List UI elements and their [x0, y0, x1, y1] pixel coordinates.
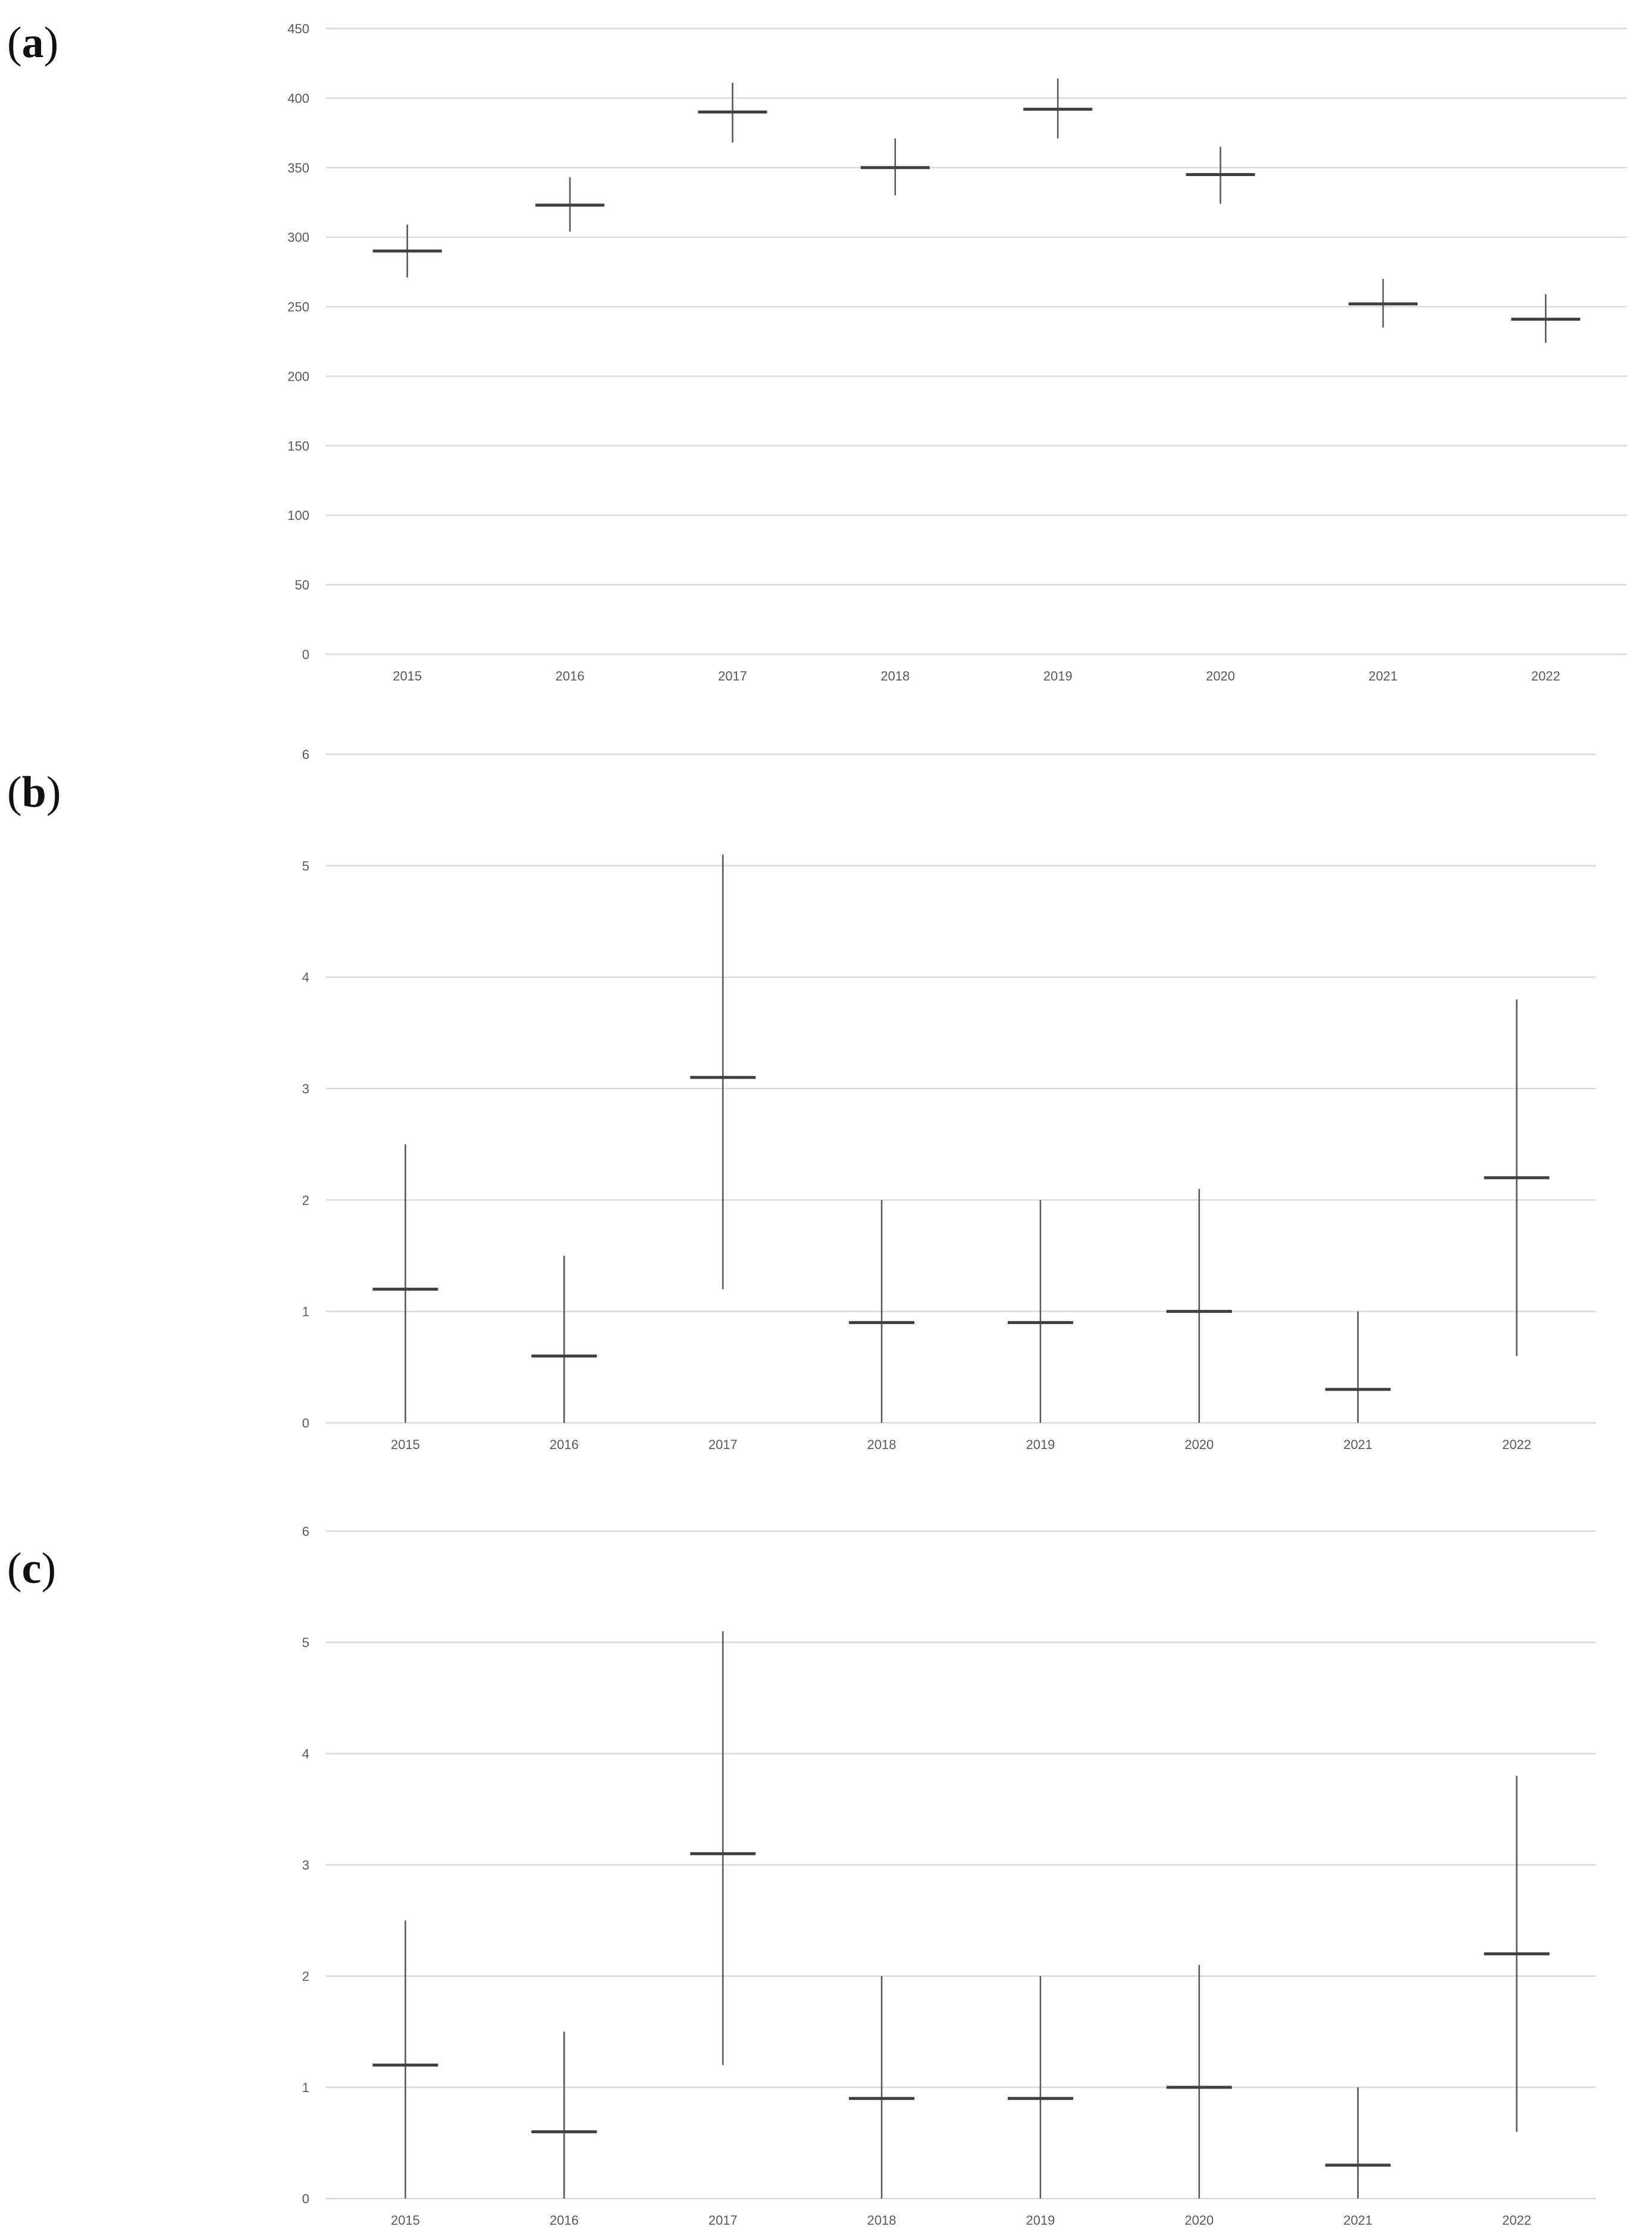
chart-b-y-tick-label: 3 [302, 1081, 309, 1096]
chart-b-x-tick-label: 2019 [1026, 1437, 1055, 1452]
panel-label-a-open: ( [7, 18, 22, 67]
chart-a-y-tick-label: 150 [287, 438, 309, 453]
chart-a-x-tick-label: 2017 [718, 669, 747, 683]
chart-c-x-tick-label: 2021 [1343, 2213, 1372, 2228]
chart-a-x-tick-label: 2020 [1206, 669, 1235, 683]
panel-label-c-letter: c [21, 1544, 42, 1593]
chart-b-x-tick-label: 2017 [709, 1437, 738, 1452]
chart-c-y-tick-label: 2 [302, 1969, 309, 1984]
chart-a-x-tick-label: 2015 [393, 669, 422, 683]
chart-b-y-tick-label: 6 [302, 747, 309, 762]
chart-b-x-tick-label: 2021 [1343, 1437, 1372, 1452]
chart-b-x-tick-label: 2020 [1184, 1437, 1214, 1452]
panel-label-b: (b) [7, 767, 61, 818]
chart-a-y-tick-label: 400 [287, 91, 309, 106]
chart-a-y-tick-label: 200 [287, 369, 309, 384]
chart-a-x-tick-label: 2021 [1368, 669, 1397, 683]
chart-a-y-tick-label: 50 [295, 578, 309, 592]
panel-label-a: (a) [7, 18, 58, 68]
chart-c-x-tick-label: 2015 [391, 2213, 420, 2228]
chart-a-y-tick-label: 450 [287, 21, 309, 36]
panel-label-c: (c) [7, 1544, 56, 1594]
chart-a-x-tick-label: 2019 [1043, 669, 1073, 683]
chart-c-y-tick-label: 1 [302, 2080, 309, 2095]
chart-c-x-tick-label: 2017 [709, 2213, 738, 2228]
chart-c-x-tick-label: 2022 [1502, 2213, 1531, 2228]
panel-label-a-letter: a [21, 18, 44, 67]
chart-b-y-tick-label: 4 [302, 970, 309, 985]
chart-a-y-tick-label: 350 [287, 161, 309, 175]
chart-a-x-tick-label: 2022 [1531, 669, 1560, 683]
panel-label-b-close: ) [46, 768, 61, 817]
chart-a-y-tick-label: 300 [287, 230, 309, 245]
chart-c-y-tick-label: 5 [302, 1635, 309, 1650]
panel-label-a-close: ) [43, 18, 59, 67]
chart-c-y-tick-label: 0 [302, 2191, 309, 2206]
chart-b-x-tick-label: 2022 [1502, 1437, 1531, 1452]
chart-b-y-tick-label: 2 [302, 1193, 309, 1208]
chart-c: 0 1 2 3 4 5 6 2015 2016 2017 2018 2019 2020 2021 2022 [302, 1524, 1596, 2228]
chart-c-x-tick-label: 2019 [1026, 2213, 1055, 2228]
chart-b-y-tick-label: 0 [302, 1416, 309, 1431]
chart-c-x-tick-label: 2016 [550, 2213, 579, 2228]
panel-label-c-open: ( [7, 1544, 22, 1593]
chart-a-y-tick-label: 250 [287, 300, 309, 315]
panel-label-b-letter: b [21, 768, 46, 817]
chart-c-y-tick-label: 4 [302, 1746, 309, 1761]
chart-c-x-tick-label: 2018 [867, 2213, 896, 2228]
chart-b-y-tick-label: 1 [302, 1304, 309, 1319]
chart-a: 0 50 100 150 200 250 300 350 400 450 2015 2016 2017 2… [287, 21, 1627, 683]
chart-b-x-tick-label: 2016 [550, 1437, 579, 1452]
chart-b-x-tick-label: 2015 [391, 1437, 420, 1452]
chart-b: 0 1 2 3 4 5 6 2015 2016 2017 2018 2019 2020 2021 2022 [302, 747, 1596, 1452]
chart-c-y-tick-label: 6 [302, 1524, 309, 1539]
chart-b-x-tick-label: 2018 [867, 1437, 896, 1452]
chart-c-y-tick-label: 3 [302, 1858, 309, 1873]
chart-c-x-tick-label: 2020 [1184, 2213, 1214, 2228]
chart-a-y-tick-label: 0 [302, 647, 309, 662]
chart-b-y-tick-label: 5 [302, 858, 309, 873]
chart-a-x-tick-label: 2018 [880, 669, 910, 683]
chart-a-x-tick-label: 2016 [556, 669, 585, 683]
chart-a-y-tick-label: 100 [287, 508, 309, 523]
panel-label-b-open: ( [7, 768, 22, 817]
panel-label-c-close: ) [41, 1544, 57, 1593]
